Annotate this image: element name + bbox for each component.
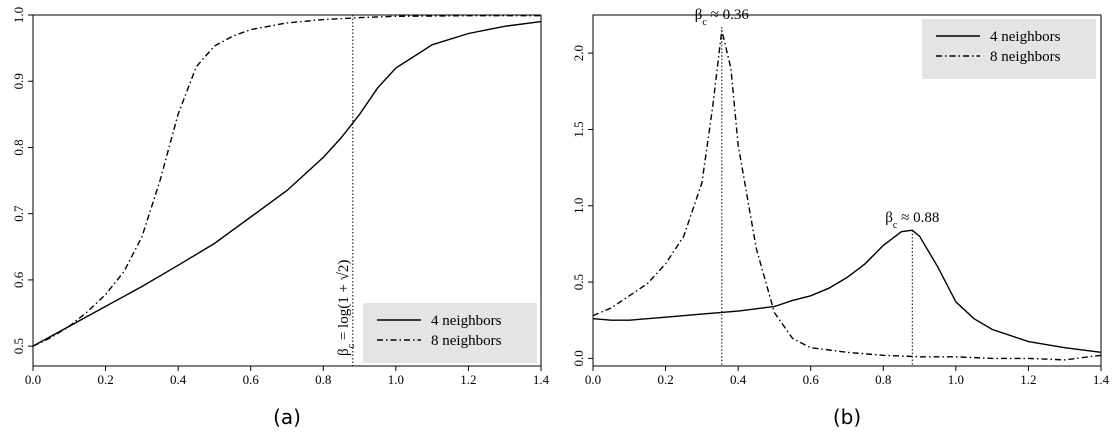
x-tick-label: 1.4	[533, 372, 550, 387]
x-tick-label: 0.4	[170, 372, 187, 387]
y-tick-label: 1.0	[11, 7, 26, 23]
x-tick-label: 0.2	[657, 372, 673, 387]
x-tick-label: 0.8	[875, 372, 891, 387]
series-line-4-neighbors	[32, 20, 542, 347]
x-tick-label: 0.0	[25, 372, 41, 387]
series-line-4-neighbors	[592, 229, 1102, 353]
plot-frame	[592, 14, 1102, 367]
x-tick-label: 0.6	[243, 372, 260, 387]
y-tick-label: 0.0	[571, 350, 586, 366]
x-tick-label: 1.4	[1093, 372, 1110, 387]
critical-beta-label: βc ≈ 0.36	[695, 7, 750, 28]
x-tick-label: 0.4	[730, 372, 747, 387]
y-tick-label: 0.6	[11, 271, 26, 288]
chart-a-stability: 0.0 0.2 0.4 0.6 0.8 1.0 1.2 1.4 0.5 0.6 0.7 0.8 0.9 1…	[11, 7, 550, 429]
critical-beta-label: βc ≈ 0.88	[885, 210, 939, 231]
legend-label: 4 neighbors	[431, 313, 502, 329]
panel-caption: (b)	[833, 405, 861, 429]
series-line-8-neighbors	[32, 14, 541, 347]
critical-beta-label: βc = log(1 + √2)	[336, 260, 357, 356]
y-tick-label: 1.5	[571, 121, 586, 137]
series-line-8-neighbors	[592, 30, 1102, 361]
x-tick-label: 1.0	[948, 372, 964, 387]
y-tick-label: 0.8	[11, 139, 26, 155]
legend-box	[922, 19, 1096, 79]
x-tick-label: 0.2	[97, 372, 113, 387]
y-tick-label: 0.7	[11, 205, 26, 222]
y-tick-label: 0.9	[11, 73, 26, 89]
y-tick-label: 1.0	[571, 198, 586, 214]
x-tick-label: 0.0	[585, 372, 601, 387]
legend-label: 4 neighbors	[990, 29, 1061, 45]
x-tick-label: 0.6	[803, 372, 820, 387]
y-tick-label: 0.5	[571, 274, 586, 290]
plot-frame	[32, 14, 542, 367]
y-tick-label: 2.0	[571, 45, 586, 61]
legend: 4 neighbors 8 neighbors	[922, 19, 1096, 79]
x-tick-label: 1.2	[460, 372, 476, 387]
x-tick-label: 1.2	[1020, 372, 1036, 387]
legend-box	[363, 303, 537, 363]
y-tick-label: 0.5	[11, 338, 26, 354]
legend: 4 neighbors 8 neighbors	[363, 303, 537, 363]
x-tick-label: 0.8	[315, 372, 331, 387]
legend-label: 8 neighbors	[990, 49, 1061, 65]
legend-label: 8 neighbors	[431, 333, 502, 349]
chart-b-susceptibility: 0.0 0.2 0.4 0.6 0.8 1.0 1.2 1.4 0.0 0.5 1.0 1.5 2.0 β…	[571, 7, 1110, 429]
x-tick-label: 1.0	[388, 372, 404, 387]
panel-caption: (a)	[273, 405, 301, 429]
